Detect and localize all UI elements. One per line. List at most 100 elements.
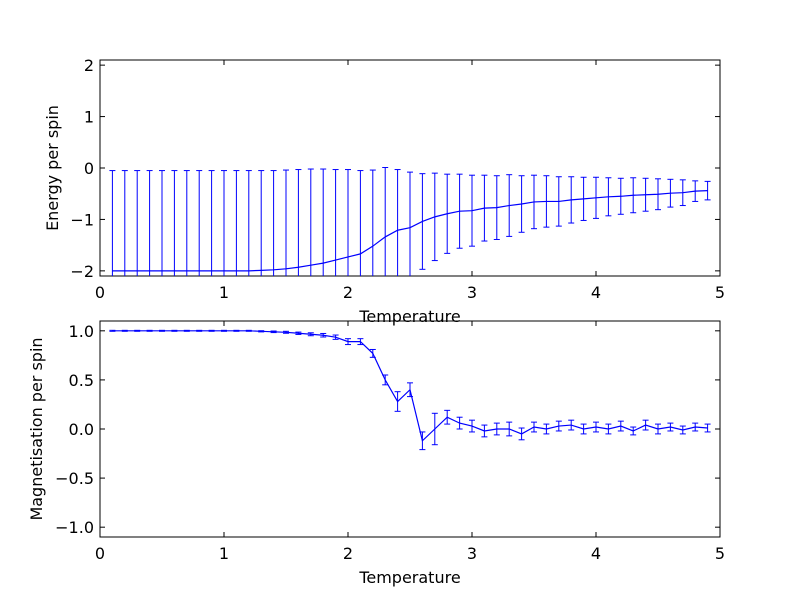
magnetisation-errorbar [419,431,426,451]
energy-errorbar [245,170,252,276]
magnetisation-errorbar [270,330,277,334]
magnetisation-errorbar [283,330,289,334]
energy-xtick-label: 5 [715,283,725,302]
energy-errorbar [196,170,203,276]
magnetisation-errorbar [617,420,624,432]
energy-xtick-label: 0 [95,283,105,302]
magnetisation-xtick-label: 4 [591,544,601,563]
magnetisation-errorbar [543,423,550,435]
magnetisation-errorbar [121,329,128,332]
energy-errorbar [407,171,413,276]
energy-errorbar [357,170,364,276]
energy-errorbar [605,177,612,217]
magnetisation-panel: 0 1 2 3 4 5 −1.0 −0.5 0.0 0.5 1.0 Temperature Magnet… [27,320,725,587]
energy-ytick-label: −1 [70,210,94,229]
magnetisation-xtick-label: 2 [343,544,353,563]
magnetisation-xtick-label: 3 [467,544,477,563]
energy-errorbar [469,174,475,247]
energy-errorbar [518,175,525,233]
energy-xtick-label: 3 [467,283,477,302]
energy-errorbar [146,170,153,276]
energy-errorbar [679,179,686,207]
magnetisation-errorbar [431,412,438,446]
magnetisation-errorbar [531,421,537,433]
energy-errorbar [369,169,376,276]
magnetisation-errorbar [481,424,488,438]
energy-errorbar [580,176,587,221]
energy-errorbar [531,174,537,230]
magnetisation-errorbar [369,348,376,358]
magnetisation-errorbar [469,419,475,433]
energy-xlabel: Temperature [358,307,460,326]
magnetisation-errorbar [555,420,562,432]
magnetisation-errorbar [146,329,153,332]
energy-errorbar [295,169,302,276]
energy-ytick-label: 1 [84,108,94,127]
energy-data-group [109,166,711,276]
magnetisation-errorbar [295,331,302,335]
magnetisation-ytick-label: 0.5 [69,371,94,390]
energy-errorbar [159,170,165,276]
energy-errorbar [555,176,562,227]
magnetisation-errorbar [704,423,711,433]
energy-errorbar [630,177,637,214]
energy-errorbar [667,178,674,208]
magnetisation-errorbar [332,334,339,340]
energy-panel: 0 1 2 3 4 5 −2 −1 0 1 2 Temperature Energy per spin [43,56,725,326]
energy-errorbar [307,168,314,276]
magnetisation-ytick-label: −0.5 [55,469,94,488]
energy-errorbar [221,170,227,276]
energy-errorbar [121,170,128,276]
energy-errorbar [431,172,438,262]
magnetisation-errorbar [667,422,674,432]
magnetisation-errorbar [593,421,599,433]
magnetisation-errorbar [444,409,451,425]
magnetisation-errorbar [642,419,649,431]
magnetisation-errorbar [208,329,215,332]
magnetisation-errorbar [183,329,190,332]
magnetisation-errorbar [245,329,252,332]
energy-errorbar [183,170,190,276]
magnetisation-ytick-label: 0.0 [69,420,94,439]
magnetisation-errorbar [580,423,587,435]
magnetisation-errorbar [320,332,327,338]
energy-errorbar [704,180,711,201]
magnetisation-errorbar [518,427,525,441]
magnetisation-ytick-label: −1.0 [55,518,94,537]
energy-errorbar [208,170,215,276]
energy-errorbar [543,175,550,228]
energy-ytick-label: 2 [84,56,94,75]
energy-errorbar [283,169,289,276]
energy-errorbar [233,170,240,276]
magnetisation-errorbar [382,374,389,386]
energy-xtick-label: 2 [343,283,353,302]
magnetisation-errorbar [407,382,413,398]
magnetisation-errorbar [159,329,165,332]
energy-errorbar [692,180,699,202]
magnetisation-xtick-label: 5 [715,544,725,563]
energy-errorbar [456,173,463,249]
energy-errorbar [382,166,389,276]
magnetisation-ytick-label: 1.0 [69,322,94,341]
energy-errorbar [444,173,451,254]
magnetisation-xlabel: Temperature [358,568,460,587]
magnetisation-errorbar [493,422,500,436]
magnetisation-errorbar [307,332,314,337]
magnetisation-errorbar [679,425,686,435]
magnetisation-errorbar [692,422,699,432]
energy-errorbar [134,170,141,276]
energy-errorbar [258,170,265,276]
energy-ytick-label: −2 [70,262,94,281]
magnetisation-errorbar [345,338,351,346]
magnetisation-errorbar [233,329,240,332]
energy-errorbar [506,174,513,237]
magnetisation-errorbar [196,329,203,332]
magnetisation-errorbar [221,329,227,332]
energy-errorbar [642,177,649,212]
magnetisation-data-group [109,329,711,451]
energy-errorbar [593,176,599,219]
energy-errorbar [270,170,277,276]
energy-errorbar [419,173,426,270]
magnetisation-ylabel: Magnetisation per spin [27,337,46,520]
